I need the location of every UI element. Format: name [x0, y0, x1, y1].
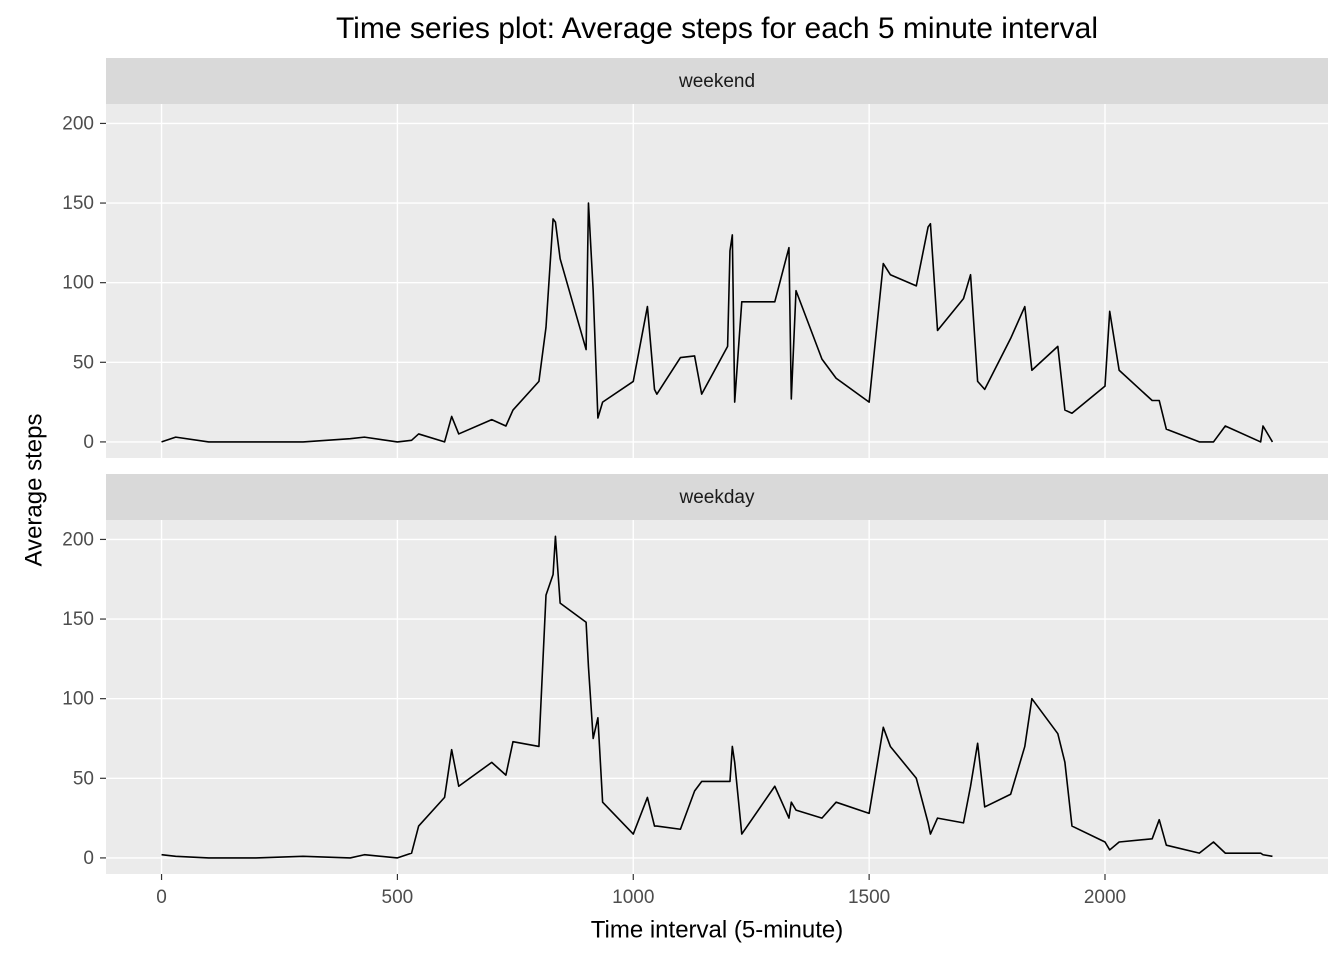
x-axis-label: Time interval (5-minute) [591, 916, 844, 943]
x-tick-label: 2000 [1084, 887, 1126, 908]
y-tick-label: 0 [83, 432, 94, 453]
x-tick-label: 0 [156, 887, 167, 908]
y-tick-label: 100 [62, 689, 94, 710]
strip [106, 58, 1328, 104]
y-tick-label: 150 [62, 193, 94, 214]
strip-label: weekday [679, 487, 755, 508]
strip [106, 474, 1328, 520]
panel [106, 520, 1328, 874]
chart-title: Time series plot: Average steps for each… [336, 12, 1098, 45]
y-tick-label: 50 [73, 768, 94, 789]
x-tick-label: 500 [382, 887, 414, 908]
y-tick-label: 200 [62, 529, 94, 550]
x-tick-label: 1000 [612, 887, 654, 908]
y-tick-label: 50 [73, 352, 94, 373]
x-tick-label: 1500 [848, 887, 890, 908]
y-axis-label: Average steps [20, 414, 47, 567]
line [161, 535, 1273, 859]
y-tick-label: 150 [62, 609, 94, 630]
line [161, 202, 1274, 443]
strip-label: weekend [678, 71, 755, 92]
y-tick-label: 100 [62, 273, 94, 294]
panel [106, 104, 1328, 458]
y-tick-label: 200 [62, 113, 94, 134]
y-tick-label: 0 [83, 848, 94, 869]
